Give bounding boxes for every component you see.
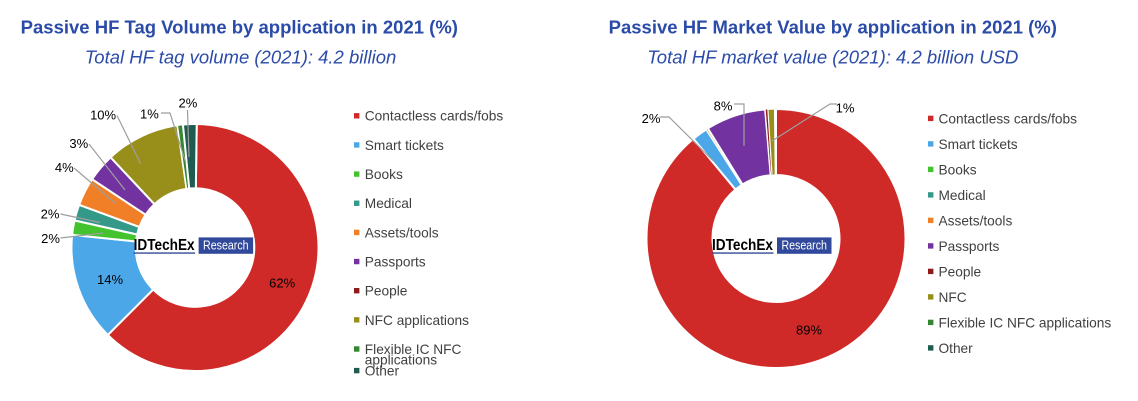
svg-text:Passports: Passports [939,239,1000,254]
svg-text:Medical: Medical [939,188,986,203]
svg-text:Passports: Passports [365,254,426,269]
svg-text:Total HF market value (2021):: Total HF market value (2021): 4.2 billio… [647,47,1018,68]
svg-text:Smart tickets: Smart tickets [365,138,444,153]
svg-text:Assets/tools: Assets/tools [365,225,439,240]
svg-text:89%: 89% [796,323,822,338]
svg-text:Flexible IC NFC applications: Flexible IC NFC applications [939,315,1112,330]
svg-text:applications: applications [365,353,437,368]
svg-text:Assets/tools: Assets/tools [939,213,1013,228]
svg-text:62%: 62% [269,275,295,290]
svg-text:Research: Research [781,238,827,252]
svg-text:Other: Other [939,341,974,356]
svg-text:3%: 3% [69,136,88,151]
svg-text:People: People [939,264,982,279]
svg-text:Other: Other [365,364,400,379]
svg-text:NFC applications: NFC applications [365,313,469,328]
svg-text:2%: 2% [642,111,661,126]
svg-text:2%: 2% [179,96,198,111]
svg-text:Research: Research [203,238,249,252]
svg-text:NFC: NFC [939,290,967,305]
svg-text:Passive HF Market Value by app: Passive HF Market Value by application i… [609,17,1057,38]
svg-text:1%: 1% [140,106,159,121]
svg-text:Passive HF Tag Volume by appli: Passive HF Tag Volume by application in … [21,17,458,38]
svg-text:1%: 1% [836,100,855,115]
svg-text:10%: 10% [90,108,116,123]
svg-text:4%: 4% [55,160,74,175]
svg-text:Total HF tag volume (2021): 4.: Total HF tag volume (2021): 4.2 billion [85,47,397,68]
svg-text:People: People [365,284,408,299]
svg-text:Contactless cards/fobs: Contactless cards/fobs [365,109,504,124]
svg-text:Medical: Medical [365,196,412,211]
svg-text:Smart tickets: Smart tickets [939,137,1018,152]
svg-text:14%: 14% [97,272,123,287]
svg-text:8%: 8% [714,99,733,114]
svg-text:Books: Books [365,167,403,182]
svg-text:2%: 2% [41,206,60,221]
svg-text:Books: Books [939,162,977,177]
svg-text:2%: 2% [41,231,60,246]
svg-text:IDTechEx: IDTechEx [712,237,773,254]
svg-text:Contactless cards/fobs: Contactless cards/fobs [939,111,1078,126]
svg-text:Flexible IC NFC: Flexible IC NFC [365,342,462,357]
svg-text:IDTechEx: IDTechEx [134,237,195,254]
